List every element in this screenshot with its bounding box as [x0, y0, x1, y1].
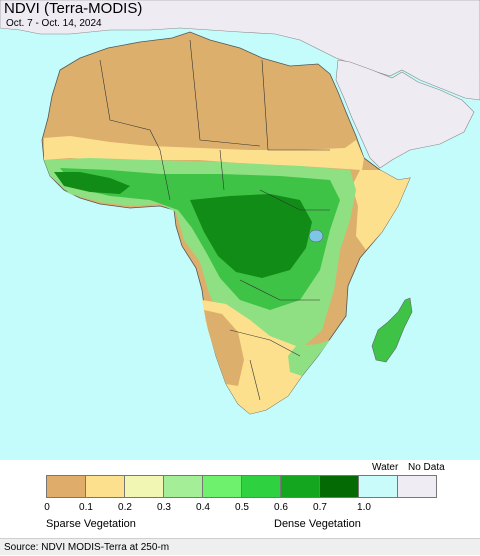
southeast-green [288, 340, 330, 376]
dense-vegetation-label: Dense Vegetation [274, 518, 361, 530]
sparse-vegetation-label: Sparse Vegetation [46, 518, 136, 530]
horn-dry [352, 170, 410, 250]
legend-swatch-4 [202, 475, 242, 498]
lake-victoria [308, 229, 324, 243]
legend-tick-2: 0.2 [118, 502, 132, 513]
map-title: NDVI (Terra-MODIS) [4, 0, 143, 17]
madagascar [371, 297, 413, 363]
legend-swatch-2 [124, 475, 164, 498]
europe-landmass [0, 0, 480, 101]
legend-tick-4: 0.4 [196, 502, 210, 513]
legend: Water No Data 0 0.1 0.2 0.3 0.4 0.5 0.6 … [0, 460, 480, 538]
legend-tick-5: 0.5 [235, 502, 249, 513]
legend-swatch-nodata [397, 475, 437, 498]
legend-water-label: Water [372, 462, 399, 473]
ndvi-map [0, 0, 480, 460]
date-range: Oct. 7 - Oct. 14, 2024 [6, 18, 102, 29]
legend-swatch-3 [163, 475, 203, 498]
country-borders [99, 39, 330, 401]
legend-tick-3: 0.3 [157, 502, 171, 513]
arabia-landmass [335, 59, 475, 169]
legend-tick-8: 1.0 [357, 502, 371, 513]
namibia-desert [204, 310, 244, 386]
legend-nodata-label: No Data [408, 462, 445, 473]
legend-swatch-7 [319, 475, 359, 498]
legend-swatch-5 [241, 475, 281, 498]
legend-tick-6: 0.6 [274, 502, 288, 513]
legend-swatches [46, 475, 437, 498]
west-coast-dark [54, 172, 130, 194]
legend-swatch-6 [280, 475, 320, 498]
sahel-band [44, 136, 364, 170]
legend-tick-1: 0.1 [79, 502, 93, 513]
legend-tick-0: 0 [44, 502, 50, 513]
congo-dark [190, 194, 312, 278]
source-note: Source: NDVI MODIS-Terra at 250-m [0, 538, 480, 555]
legend-tick-7: 0.7 [313, 502, 327, 513]
legend-swatch-0 [46, 475, 86, 498]
legend-swatch-1 [85, 475, 125, 498]
legend-swatch-water [358, 475, 398, 498]
